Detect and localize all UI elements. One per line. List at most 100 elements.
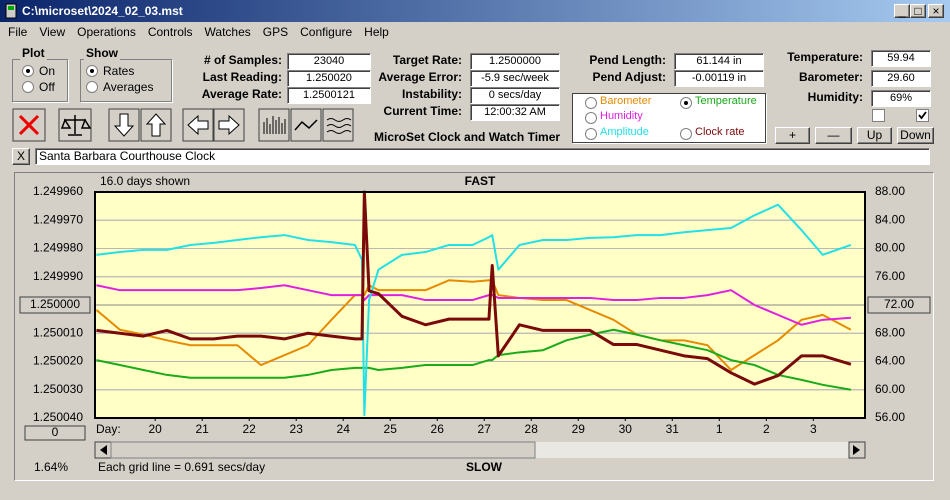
clear-button[interactable]	[12, 108, 46, 142]
fast-label: FAST	[465, 174, 496, 188]
value-field: 1.2500000	[470, 53, 560, 70]
legend-label[interactable]: Amplitude	[600, 126, 649, 138]
y-tick-label: 1.250030	[33, 382, 83, 396]
x-tick-label: 25	[384, 422, 398, 436]
legend-radio[interactable]	[585, 112, 597, 124]
center-label: 1.250000	[30, 297, 80, 311]
plot-select-box	[572, 93, 766, 143]
value-field: 0 secs/day	[470, 87, 560, 104]
field-label: Humidity:	[807, 90, 863, 104]
value-field: 29.60	[871, 70, 931, 87]
scale-button[interactable]	[58, 108, 92, 142]
legend-label[interactable]: Clock rate	[695, 126, 745, 138]
show-group-title: Show	[84, 46, 120, 60]
menu-item[interactable]: GPS	[262, 25, 289, 39]
x-tick-label: 30	[619, 422, 633, 436]
center-button[interactable]	[867, 296, 931, 314]
toolbar	[12, 108, 354, 142]
series-line	[96, 284, 851, 326]
offset-button[interactable]: 0	[24, 425, 86, 441]
control-button[interactable]: +	[775, 127, 810, 144]
center-button[interactable]	[19, 296, 91, 314]
field-label: Pend Adjust:	[592, 70, 666, 84]
menu-item[interactable]: Help	[364, 25, 389, 39]
radio-button[interactable]	[22, 65, 34, 77]
control-button[interactable]: Down	[897, 127, 934, 144]
menu-item[interactable]: File	[8, 25, 28, 39]
checkbox[interactable]	[916, 109, 929, 122]
legend-radio[interactable]	[585, 128, 597, 140]
check-mark	[918, 111, 927, 120]
field-label: Average Error:	[378, 70, 462, 84]
legend-label[interactable]: Humidity	[600, 110, 643, 122]
radio-label: Rates	[103, 64, 135, 78]
menu-item[interactable]: Controls	[147, 25, 193, 39]
x-tick-label: 2	[763, 422, 770, 436]
value-field: 61.144 in	[674, 53, 764, 70]
minimize-button[interactable]: _	[894, 4, 910, 18]
field-label: Instability:	[401, 87, 462, 101]
legend-label[interactable]: Temperature	[695, 95, 757, 107]
control-button[interactable]: Up	[857, 127, 892, 144]
control-button[interactable]: —	[815, 127, 852, 144]
field-label: Temperature:	[787, 50, 863, 64]
maximize-button[interactable]: □	[910, 4, 926, 18]
scroll-thumb[interactable]	[110, 441, 536, 459]
y-tick-label: 60.00	[875, 382, 905, 396]
menu-item[interactable]: View	[39, 25, 66, 39]
legend-radio[interactable]	[585, 97, 597, 109]
x-axis-label: Day:	[96, 422, 121, 436]
chart-panel	[14, 172, 934, 481]
center-label: 72.00	[884, 297, 914, 311]
radio-button[interactable]	[86, 81, 98, 93]
show-group	[80, 59, 172, 102]
title-bar	[0, 0, 950, 22]
radio-button[interactable]	[86, 65, 98, 77]
y-tick-label: 1.250010	[33, 325, 83, 339]
series-line	[96, 328, 852, 391]
menu-item[interactable]: Configure	[300, 25, 353, 39]
x-tick-label: 31	[666, 422, 680, 436]
close-window-button[interactable]: ×	[928, 4, 944, 18]
scrollbar[interactable]	[94, 441, 866, 459]
y-tick-label: 56.00	[875, 410, 905, 424]
down-button[interactable]	[108, 108, 140, 142]
left-button[interactable]	[182, 108, 214, 142]
value-field: -5.9 sec/week	[470, 70, 560, 87]
app-caption: MicroSet Clock and Watch Timer	[374, 130, 561, 144]
x-tick-label: 22	[243, 422, 257, 436]
right-button[interactable]	[213, 108, 245, 142]
x-tick-label: 20	[148, 422, 162, 436]
watch-name-field[interactable]: Santa Barbara Courthouse Clock	[35, 148, 930, 165]
waves-button[interactable]	[322, 108, 354, 142]
percent-label: 1.64%	[34, 460, 68, 474]
legend-radio[interactable]	[680, 128, 692, 140]
value-field: 69%	[871, 90, 931, 107]
slow-label: SLOW	[466, 460, 503, 474]
y-tick-label: 1.249960	[33, 184, 83, 198]
x-tick-label: 21	[195, 422, 209, 436]
bars-button[interactable]	[258, 108, 290, 142]
y-tick-label: 1.250020	[33, 354, 83, 368]
up-button[interactable]	[140, 108, 172, 142]
value-field: 12:00:32 AM	[470, 104, 560, 121]
field-label: Target Rate:	[392, 53, 462, 67]
y-tick-label: 1.249990	[33, 269, 83, 283]
close-watch-button[interactable]: X	[12, 148, 30, 165]
x-tick-label: 23	[290, 422, 304, 436]
checkbox[interactable]	[872, 109, 885, 122]
radio-button[interactable]	[22, 81, 34, 93]
value-field: 59.94	[871, 50, 931, 67]
curve-button[interactable]	[290, 108, 322, 142]
legend-radio[interactable]	[680, 97, 692, 109]
menu-item[interactable]: Watches	[204, 25, 251, 39]
window-title: C:\microset\2024_02_03.mst	[22, 4, 183, 18]
value-field: 1.250020	[287, 70, 371, 87]
series-line	[95, 279, 852, 371]
plot-group-title: Plot	[20, 46, 47, 60]
field-label: Last Reading:	[202, 70, 282, 84]
menu-item[interactable]: Operations	[77, 25, 136, 39]
legend-label[interactable]: Barometer	[600, 95, 652, 107]
